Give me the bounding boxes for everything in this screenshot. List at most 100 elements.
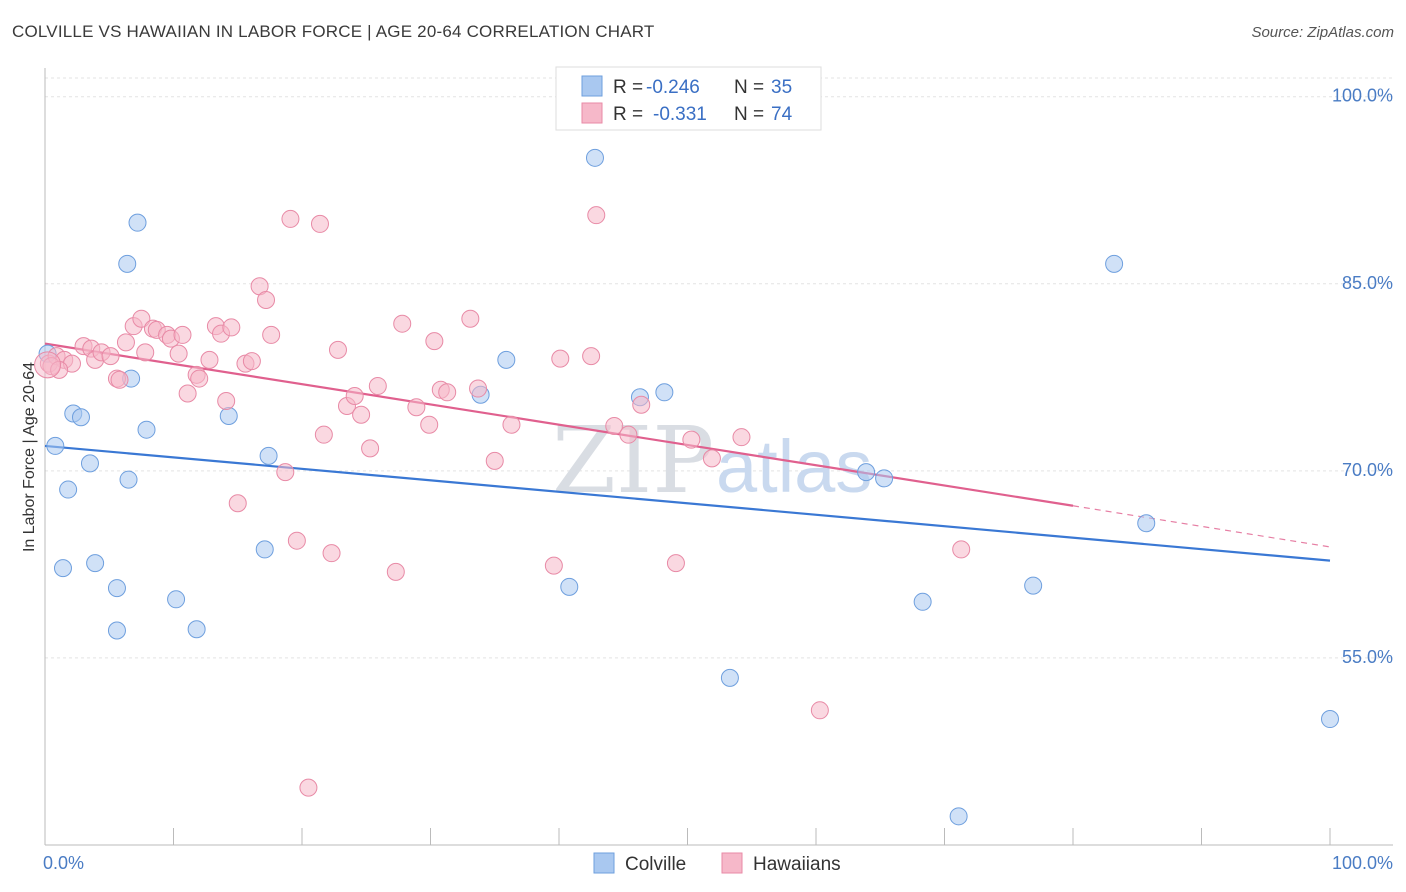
watermark: ZIP atlas — [552, 407, 872, 514]
point-hawaiians — [276, 463, 295, 482]
trend-line-hawaiians — [44, 342, 1074, 507]
point-hawaiians — [386, 562, 405, 581]
axes — [44, 68, 1393, 846]
legend-r-label: R = — [613, 77, 643, 98]
y-tick-label: 100.0% — [1332, 86, 1393, 106]
legend-n-value: 74 — [771, 104, 793, 125]
trend-line-colville — [44, 444, 1331, 562]
point-hawaiians — [469, 379, 488, 398]
point-hawaiians — [110, 370, 129, 389]
point-hawaiians — [551, 349, 570, 368]
point-hawaiians — [502, 415, 521, 434]
point-colville — [137, 420, 156, 439]
bottom-legend: Colville Hawaiians — [593, 852, 841, 875]
point-hawaiians — [136, 343, 155, 362]
point-hawaiians — [544, 556, 563, 575]
chart-title: COLVILLE VS HAWAIIAN IN LABOR FORCE | AG… — [12, 22, 655, 41]
point-hawaiians — [702, 449, 721, 468]
legend-r-value: -0.246 — [646, 77, 700, 98]
top-legend: R = -0.246 N = 35 R = -0.331 N = 74 — [555, 66, 822, 131]
point-hawaiians — [178, 384, 197, 403]
point-colville — [128, 213, 147, 232]
legend-swatch-colville — [581, 75, 603, 97]
point-colville — [59, 480, 78, 499]
point-hawaiians — [322, 544, 341, 563]
point-hawaiians — [582, 347, 601, 366]
point-hawaiians-cluster — [34, 351, 62, 379]
y-tick-label: 55.0% — [1342, 647, 1393, 667]
y-tick-label: 85.0% — [1342, 273, 1393, 293]
point-colville — [53, 559, 72, 578]
point-colville — [80, 454, 99, 473]
bottom-legend-label-hawaiians: Hawaiians — [753, 854, 841, 875]
point-hawaiians — [299, 778, 318, 797]
point-hawaiians — [810, 701, 829, 720]
point-hawaiians — [116, 333, 135, 352]
point-hawaiians — [425, 332, 444, 351]
point-hawaiians — [461, 309, 480, 328]
point-colville — [167, 590, 186, 609]
point-hawaiians — [314, 425, 333, 444]
point-colville — [1105, 254, 1124, 273]
point-hawaiians — [169, 344, 188, 363]
point-hawaiians — [132, 309, 151, 328]
point-colville — [949, 807, 968, 826]
legend-swatch-hawaiians — [581, 102, 603, 124]
point-colville — [46, 436, 65, 455]
legend-n-label: N = — [734, 77, 764, 98]
point-colville — [913, 592, 932, 611]
point-colville — [585, 148, 604, 167]
point-colville — [655, 383, 674, 402]
point-hawaiians — [666, 554, 685, 573]
legend-r-value: -0.331 — [653, 104, 707, 125]
point-hawaiians — [393, 314, 412, 333]
point-hawaiians — [605, 416, 624, 435]
point-colville — [255, 540, 274, 559]
point-hawaiians — [262, 325, 281, 344]
point-colville — [107, 621, 126, 640]
point-hawaiians — [361, 439, 380, 458]
legend-n-label: N = — [734, 104, 764, 125]
point-colville — [1321, 710, 1339, 729]
point-colville — [720, 668, 739, 687]
point-hawaiians — [257, 290, 276, 309]
point-hawaiians — [619, 425, 638, 444]
point-hawaiians — [287, 531, 306, 550]
x-tick-label: 100.0% — [1332, 853, 1393, 873]
point-colville — [118, 254, 137, 273]
point-hawaiians — [732, 428, 751, 447]
bottom-legend-swatch-hawaiians — [721, 852, 743, 874]
point-colville — [86, 554, 105, 573]
point-hawaiians — [345, 387, 364, 406]
point-hawaiians — [485, 451, 504, 470]
point-colville — [107, 579, 126, 598]
point-colville — [219, 406, 238, 425]
point-colville — [875, 469, 894, 488]
point-hawaiians — [587, 206, 606, 225]
point-hawaiians — [632, 395, 651, 414]
point-hawaiians — [281, 209, 300, 228]
legend-r-label: R = — [613, 104, 643, 125]
point-colville — [857, 463, 876, 482]
trend-lines — [44, 342, 1331, 562]
y-tick-labels: 55.0% 70.0% 85.0% 100.0% — [1332, 86, 1393, 667]
point-hawaiians — [242, 352, 261, 371]
point-hawaiians — [352, 405, 371, 424]
bottom-legend-swatch-colville — [593, 852, 615, 874]
point-hawaiians — [420, 415, 439, 434]
point-colville — [560, 577, 579, 596]
legend-n-value: 35 — [771, 77, 792, 98]
point-colville — [259, 446, 278, 465]
point-colville — [119, 470, 138, 489]
point-colville — [1137, 514, 1156, 533]
watermark-zip: ZIP — [552, 407, 714, 514]
bottom-legend-label-colville: Colville — [625, 854, 686, 875]
point-hawaiians — [190, 369, 209, 388]
x-tick-label: 0.0% — [43, 853, 84, 873]
point-hawaiians — [222, 318, 241, 337]
x-tick-labels: 0.0% 100.0% — [43, 853, 1393, 873]
y-tick-label: 70.0% — [1342, 460, 1393, 480]
source-credit: Source: ZipAtlas.com — [1251, 24, 1394, 41]
point-hawaiians — [438, 383, 457, 402]
